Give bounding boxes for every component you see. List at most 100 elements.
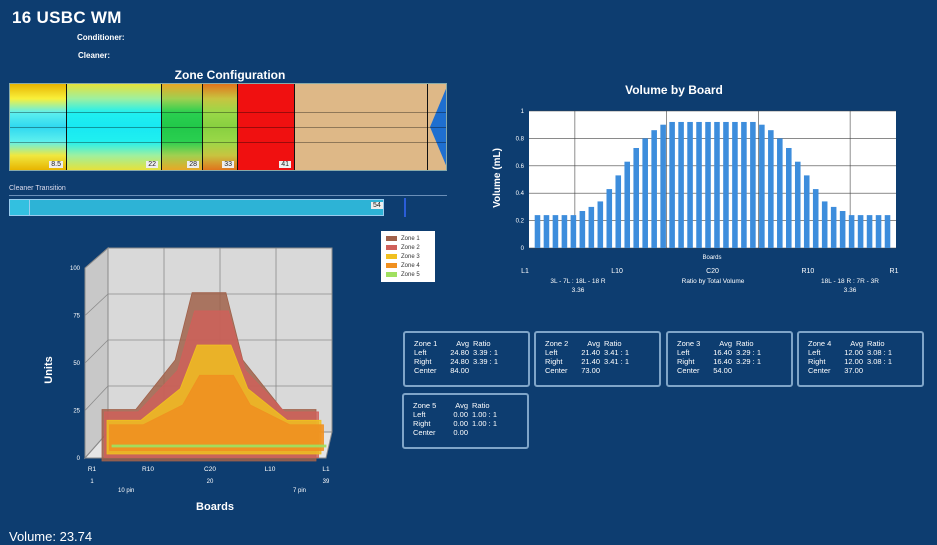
zone-stats-row: Left 16.40 3.29 : 1 (677, 348, 791, 357)
volume-y-tick: 0 (521, 246, 525, 252)
zone-stats-cell: 3.08 : 1 (867, 348, 893, 357)
zone-stats-cell: 16.40 (713, 348, 732, 357)
zone-stats-cell: 24.80 (450, 357, 469, 366)
cleaner-transition-marker[interactable] (404, 198, 406, 217)
volume-bar (651, 130, 657, 248)
zone-segment-value: 22 (146, 161, 158, 168)
volume-x-tick: C20 (706, 268, 719, 275)
zone-stats-cell: 3.39 : 1 (473, 357, 499, 366)
volume-bar (821, 201, 828, 248)
cleaner-transition-handle[interactable] (9, 199, 30, 216)
legend-label: Zone 2 (401, 244, 420, 251)
zone-stats-cell: 84.00 (450, 366, 469, 375)
volume-bar (642, 138, 648, 248)
legend-item: Zone 1 (386, 234, 435, 243)
zone-stats-header: Zone 3 Avg Ratio (677, 339, 791, 348)
zone-stats-cell: 3.39 : 1 (473, 348, 499, 357)
zone-stats-cell: Ratio (736, 339, 754, 348)
zone-stats-cell: Avg (719, 339, 732, 348)
units-left-pin: 10 pin (118, 488, 134, 494)
cleaner-transition-label: Cleaner Transition (9, 185, 66, 192)
zone-stats-header: Zone 1 Avg Ratio (414, 339, 528, 348)
units-x-tick: R10 (142, 466, 154, 473)
units-grid-line (84, 247, 109, 269)
units-x-tick: L10 (265, 466, 276, 473)
volume-bar (588, 206, 595, 248)
zone-stats-cell: Left (808, 348, 821, 357)
zone-segment-value: 8.5 (49, 161, 63, 168)
units-x-tick: C20 (204, 466, 216, 473)
volume-bar (669, 121, 675, 248)
volume-chart-title: Volume by Board (625, 83, 723, 97)
zone-segment-1: 8.5 (10, 84, 67, 170)
zone-stats-cell: Center (677, 366, 700, 375)
volume-bar (723, 121, 729, 248)
units-grid-line (84, 339, 109, 364)
zone-arrow-icon (428, 84, 446, 170)
left-ratio-value: 3.36 (572, 287, 585, 294)
units-grid-line (84, 293, 109, 316)
volume-bar (786, 147, 792, 248)
zone-stats-cell: Right (414, 357, 432, 366)
volume-bar (606, 189, 613, 248)
right-ratio-value: 3.36 (844, 287, 857, 294)
zone-stats-cell: Avg (850, 339, 863, 348)
zone-stats-row: Left 0.00 1.00 : 1 (413, 410, 527, 419)
volume-x-tick: L10 (611, 268, 623, 275)
zone-stats-cell: Ratio (604, 339, 622, 348)
cleaner-transition-value: 54 (371, 202, 383, 209)
volume-x-tick: L1 (521, 268, 529, 275)
zone-stats-cell: Zone 1 (414, 339, 438, 348)
zone-stats-cell: 1.00 : 1 (472, 419, 498, 428)
volume-bar (866, 215, 873, 248)
units-area-zone-4 (109, 374, 324, 451)
units-y-tick: 0 (77, 456, 81, 462)
zone-stats-cell: Ratio (473, 339, 491, 348)
zone-stats-box-2: Zone 2 Avg Ratio Left 21.40 3.41 : 1 Right 21.4… (534, 331, 661, 387)
units-y-tick: 100 (70, 266, 81, 272)
zone-stats-cell: 0.00 (453, 419, 468, 428)
zone-stats-cell: Left (414, 348, 427, 357)
zone-stats-row: Center 73.00 (545, 366, 659, 375)
volume-readout: Volume: 23.74 (9, 529, 93, 544)
zone-stats-cell: Center (808, 366, 831, 375)
zone-stats-cell: Avg (455, 401, 468, 410)
volume-bar (705, 121, 711, 248)
units-area-zone-5 (111, 444, 327, 448)
volume-y-tick: 0.4 (516, 191, 525, 197)
cleaner-label: Cleaner: (78, 51, 111, 60)
zone-stats-cell (468, 428, 508, 437)
zone-stats-row: Center 37.00 (808, 366, 922, 375)
volume-y-tick: 0.6 (516, 164, 525, 170)
zone-stats-cell: 3.29 : 1 (736, 357, 762, 366)
zone-stats-row: Center 0.00 (413, 428, 527, 437)
zone-stats-cell (732, 366, 772, 375)
units-grid-line (84, 385, 109, 411)
zone-stats-box-4: Zone 4 Avg Ratio Left 12.00 3.08 : 1 Right 12.0… (797, 331, 924, 387)
zone-grid-line (10, 142, 446, 143)
legend-swatch (386, 254, 397, 259)
volume-chart-xlabel: Boards (702, 255, 721, 261)
zone-stats-cell: 73.00 (581, 366, 600, 375)
legend-item: Zone 3 (386, 252, 435, 261)
units-x-tick: L1 (322, 466, 330, 473)
volume-bar (714, 121, 720, 248)
zone-stats-cell: Zone 3 (677, 339, 701, 348)
volume-bar (732, 121, 738, 248)
zone-stats-cell: Zone 5 (413, 401, 437, 410)
units-x-sublabel: 39 (323, 479, 330, 485)
units-x-sublabel: 1 (90, 479, 94, 485)
cleaner-transition-bar (9, 199, 384, 216)
volume-bar (875, 215, 882, 248)
zone-stats-box-3: Zone 3 Avg Ratio Left 16.40 3.29 : 1 Right 16.4… (666, 331, 793, 387)
volume-bar (561, 215, 568, 248)
zone-stats-row: Center 54.00 (677, 366, 791, 375)
legend-swatch (386, 263, 397, 268)
volume-bar (857, 215, 864, 248)
zone-stats-box-1: Zone 1 Avg Ratio Left 24.80 3.39 : 1 Right 24.8… (403, 331, 530, 387)
volume-x-tick: R10 (801, 268, 814, 275)
volume-x-tick: R1 (890, 268, 899, 275)
zone-stats-cell: Center (413, 428, 436, 437)
zone-stats-cell (863, 366, 903, 375)
volume-bar (579, 211, 586, 248)
